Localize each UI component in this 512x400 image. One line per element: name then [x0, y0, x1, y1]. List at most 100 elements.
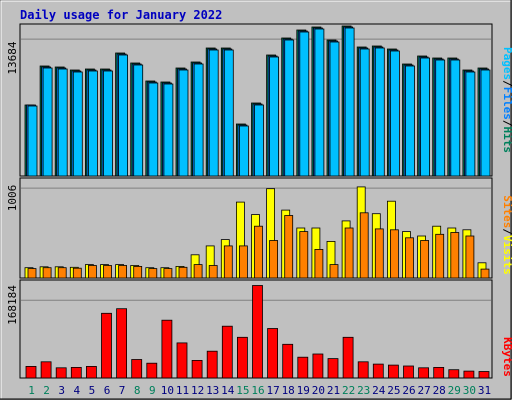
- x-tick-label-day-16: 16: [251, 384, 264, 397]
- bar-sites-day-18: [284, 215, 294, 279]
- bar-kbytes-day-14: [221, 325, 233, 379]
- bar-sites-day-12: [193, 264, 203, 279]
- x-tick-label-day-4: 4: [73, 384, 80, 397]
- bar-kbytes-day-26: [403, 365, 414, 379]
- bar-kbytes-day-27: [418, 367, 430, 379]
- x-tick-label-day-10: 10: [161, 384, 174, 397]
- bar-pages-day-30: [465, 71, 476, 177]
- bar-kbytes-day-21: [327, 358, 339, 379]
- bar-kbytes-day-16: [252, 285, 263, 379]
- bar-sites-day-2: [42, 267, 52, 279]
- x-tick-label-day-29: 29: [448, 384, 461, 397]
- bar-kbytes-day-6: [101, 312, 112, 379]
- bar-sites-day-30: [465, 235, 475, 279]
- x-tick-label-day-15: 15: [236, 384, 249, 397]
- bar-sites-day-19: [299, 231, 309, 279]
- bar-kbytes-day-22: [342, 336, 354, 379]
- bar-pages-day-14: [223, 49, 234, 177]
- bar-pages-day-11: [178, 69, 189, 177]
- x-tick-label-day-20: 20: [312, 384, 325, 397]
- bar-kbytes-day-13: [206, 350, 218, 379]
- bar-sites-day-22: [344, 227, 354, 279]
- legend-separator: /: [501, 228, 512, 235]
- bar-sites-day-4: [72, 267, 82, 279]
- bar-kbytes-day-5: [86, 365, 97, 379]
- legend-separator: /: [501, 120, 512, 127]
- bar-pages-day-9: [148, 82, 159, 177]
- bar-sites-day-25: [389, 229, 399, 279]
- sites-visits-panel: 1006 Sites/Visits: [6, 177, 512, 279]
- bar-pages-day-29: [450, 59, 461, 177]
- x-tick-label-day-3: 3: [58, 384, 65, 397]
- bar-sites-day-10: [163, 268, 173, 279]
- bar-sites-day-21: [329, 264, 339, 279]
- bar-sites-day-6: [103, 265, 112, 279]
- bar-pages-day-10: [163, 83, 174, 177]
- hits-files-pages-panel: 13684 Pages/Files/Hits: [6, 23, 512, 177]
- x-tick-label-day-30: 30: [463, 384, 476, 397]
- bar-pages-day-1: [27, 105, 38, 177]
- bar-kbytes-day-25: [387, 364, 399, 379]
- x-tick-label-day-8: 8: [134, 384, 141, 397]
- x-tick-label-day-21: 21: [327, 384, 340, 397]
- panel-3-y-tick: 168184: [6, 285, 19, 325]
- bar-pages-day-4: [72, 71, 83, 177]
- bar-kbytes-day-12: [191, 359, 203, 379]
- bar-pages-day-28: [435, 59, 446, 177]
- bar-pages-day-15: [238, 125, 249, 177]
- x-tick-label-day-5: 5: [89, 384, 96, 397]
- x-tick-label-day-6: 6: [104, 384, 111, 397]
- bar-kbytes-day-17: [267, 328, 279, 379]
- bar-sites-day-23: [359, 212, 369, 279]
- bar-pages-day-31: [480, 69, 491, 177]
- x-tick-label-day-1: 1: [28, 384, 35, 397]
- x-axis-day-labels: 1 2 3 4 5 6 7 8 9 10 11 12 13 14 15 16 17 18 19 20 21 22 23 24 2…: [28, 384, 491, 397]
- x-tick-label-day-19: 19: [297, 384, 310, 397]
- legend-files: Files: [501, 87, 512, 120]
- x-tick-label-day-24: 24: [372, 384, 386, 397]
- bar-pages-day-21: [329, 41, 340, 177]
- bar-pages-day-3: [57, 68, 68, 177]
- x-tick-label-day-2: 2: [43, 384, 50, 397]
- bar-sites-day-27: [420, 240, 430, 279]
- bar-sites-day-15: [238, 245, 248, 279]
- bar-kbytes-day-2: [40, 361, 52, 379]
- bar-pages-day-12: [193, 63, 204, 177]
- kbytes-panel: 168184 KBytes: [6, 279, 512, 379]
- legend-separator: /: [501, 80, 512, 87]
- bar-pages-day-23: [359, 48, 370, 177]
- x-tick-label-day-26: 26: [402, 384, 415, 397]
- bar-sites-day-1: [27, 268, 37, 279]
- bar-pages-day-2: [42, 67, 53, 177]
- bar-sites-day-8: [133, 265, 143, 279]
- bar-sites-day-24: [374, 228, 384, 279]
- bar-kbytes-day-30: [463, 370, 475, 379]
- x-tick-label-day-18: 18: [282, 384, 295, 397]
- x-tick-label-day-31: 31: [478, 384, 491, 397]
- bar-kbytes-day-15: [236, 336, 248, 379]
- panel-1-legend: Pages/Files/Hits: [501, 47, 512, 153]
- legend-sites: Sites: [501, 195, 512, 228]
- x-tick-label-day-11: 11: [176, 384, 189, 397]
- bar-pages-day-22: [344, 27, 355, 177]
- panel-1-bars: [24, 25, 491, 177]
- bar-pages-day-17: [269, 56, 280, 177]
- bar-kbytes-day-8: [131, 359, 143, 379]
- x-tick-label-day-14: 14: [221, 384, 235, 397]
- bar-sites-day-20: [314, 248, 324, 279]
- panel-3-bars: [25, 285, 490, 379]
- bar-kbytes-day-1: [25, 365, 37, 379]
- bar-kbytes-day-18: [282, 343, 294, 379]
- x-tick-label-day-13: 13: [206, 384, 219, 397]
- bar-kbytes-day-10: [161, 319, 173, 379]
- bar-kbytes-day-29: [448, 369, 460, 379]
- bar-pages-day-18: [284, 39, 295, 177]
- legend-pages: Pages: [501, 47, 512, 80]
- bar-kbytes-day-7: [116, 308, 127, 379]
- bar-pages-day-20: [314, 28, 325, 177]
- legend-kbytes: KBytes: [501, 337, 512, 377]
- bar-pages-day-16: [254, 104, 264, 177]
- bar-sites-day-7: [118, 265, 127, 279]
- x-tick-label-day-22: 22: [342, 384, 355, 397]
